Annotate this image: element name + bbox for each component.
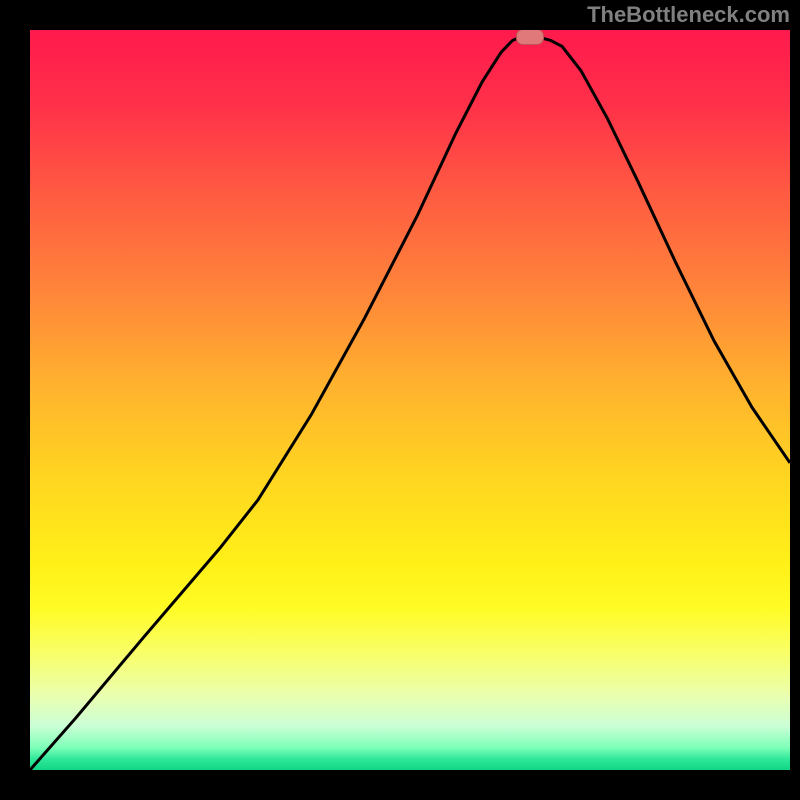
bottleneck-curve: [30, 37, 790, 770]
optimal-point-marker: [516, 30, 544, 45]
curve-layer: [30, 30, 790, 770]
chart-container: TheBottleneck.com: [0, 0, 800, 800]
watermark-text: TheBottleneck.com: [587, 2, 790, 28]
plot-area: [30, 30, 790, 770]
